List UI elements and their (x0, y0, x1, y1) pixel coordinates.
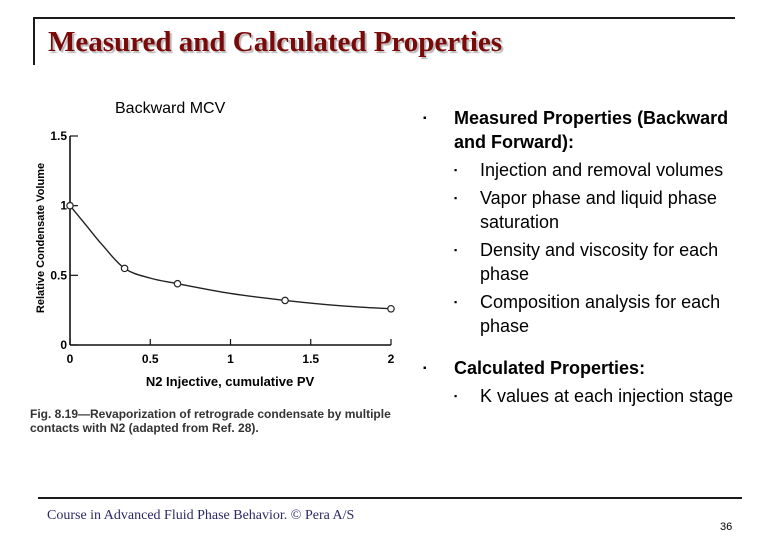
x-tick-label: 1 (227, 352, 234, 366)
bullet-marker: ▪ (454, 245, 458, 255)
sub-bullet-text: Composition analysis for each phase (480, 292, 721, 336)
y-tick-label: 1 (60, 199, 67, 213)
page-number: 36 (720, 521, 733, 533)
sub-bullet-text: Vapor phase and liquid phase saturation (480, 188, 717, 232)
slide-frame-top (33, 17, 735, 19)
sub-bullet-text: Injection and removal volumes (480, 160, 724, 180)
footer-rule (38, 497, 742, 499)
bullet-marker: ▪ (423, 113, 427, 124)
chart-tick-labels: 0 0.5 1 1.5 2 0 0.5 1 1.5 (50, 129, 394, 366)
data-point (66, 201, 74, 210)
bullet-marker: ▪ (454, 193, 458, 203)
x-tick-label: 0 (67, 352, 74, 366)
bullet-marker: ▪ (454, 297, 458, 307)
y-tick-label: 0.5 (50, 268, 67, 282)
bullet-marker: ▪ (454, 391, 458, 401)
y-axis-label: Relative Condensate Volume (35, 163, 47, 313)
y-tick-label: 1.5 (50, 129, 67, 143)
y-tick-label: 0 (60, 338, 67, 352)
sub-bullet-text: K values at each injection stage (480, 386, 734, 406)
sub-bullet: ▪ Injection and removal volumes (454, 158, 740, 182)
x-tick-label: 0.5 (142, 352, 159, 366)
chart-label: Backward MCV (115, 100, 226, 117)
sub-bullet: ▪ Vapor phase and liquid phase saturation (454, 186, 740, 234)
figure-caption: Fig. 8.19—Revaporization of retrograde c… (30, 407, 391, 435)
data-point (281, 296, 289, 305)
bullet-marker: ▪ (423, 363, 427, 374)
data-point (173, 279, 182, 288)
data-point (387, 304, 395, 313)
sub-bullet-text: Density and viscosity for each phase (480, 240, 719, 284)
condensate-chart: 0 0.5 1 1.5 2 0 0.5 1 1.5 N2 Injective, cumulati… (35, 129, 395, 389)
sub-bullet: ▪ Density and viscosity for each phase (454, 238, 740, 286)
sub-bullet: ▪ Composition analysis for each phase (454, 290, 740, 338)
bullet-calculated-properties: ▪ Calculated Properties: ▪ K values at ea… (420, 356, 740, 408)
chart-curve (69, 205, 392, 310)
slide-frame-left (33, 17, 35, 65)
sub-bullet: ▪ K values at each injection stage (454, 384, 740, 408)
x-tick-label: 2 (388, 352, 395, 366)
x-tick-label: 1.5 (302, 352, 319, 366)
bullet-text: Calculated Properties: (454, 358, 646, 378)
condensate-curve (69, 205, 392, 310)
bullet-marker: ▪ (454, 165, 458, 175)
footer-text: Course in Advanced Fluid Phase Behavior.… (47, 508, 355, 523)
bullet-list: ▪ Measured Properties (Backward and Forw… (420, 106, 740, 408)
bullet-measured-properties: ▪ Measured Properties (Backward and Forw… (420, 106, 740, 338)
data-point (120, 264, 129, 273)
chart-points (66, 201, 395, 313)
slide-title: Measured and Calculated Properties (48, 26, 503, 58)
bullet-text: Measured Properties (Backward and Forwar… (454, 108, 729, 152)
chart-axes (69, 135, 392, 346)
x-axis-label: N2 Injective, cumulative PV (146, 374, 315, 389)
